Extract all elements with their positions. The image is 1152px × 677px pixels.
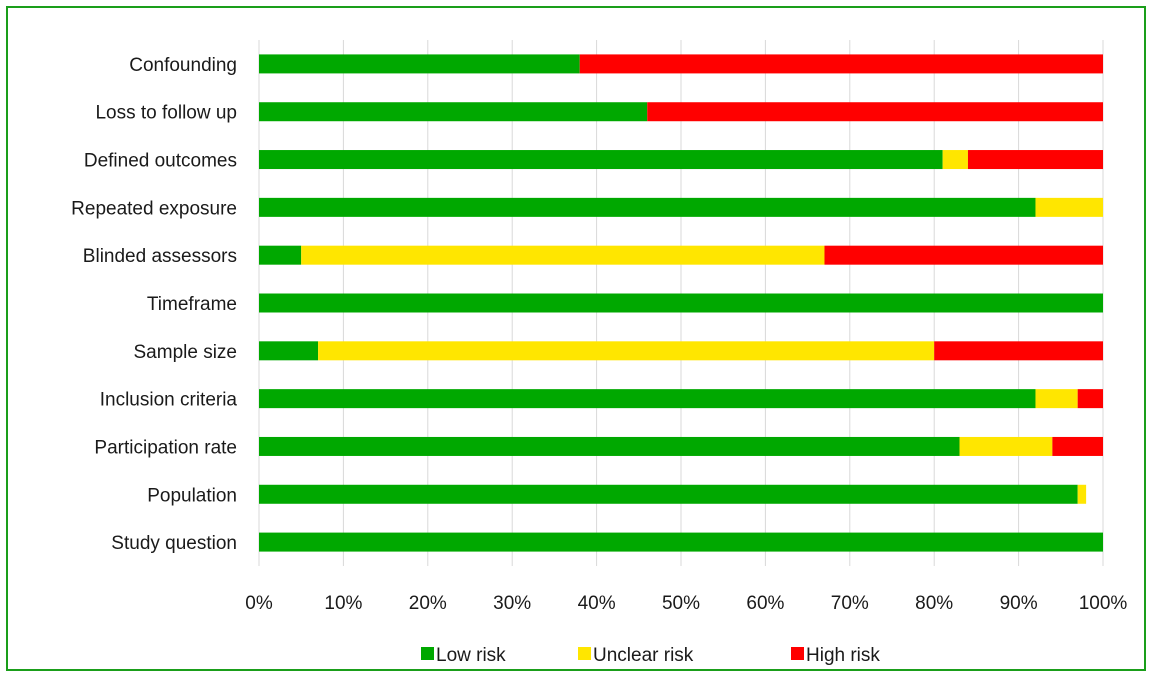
- bar-unclear-risk: [959, 436, 1053, 456]
- category-label: Repeated exposure: [71, 198, 237, 219]
- bar-low-risk: [259, 484, 1078, 504]
- x-tick-label: 90%: [1000, 593, 1038, 614]
- bar-low-risk: [259, 436, 960, 456]
- category-label: Inclusion criteria: [100, 390, 238, 411]
- category-label: Population: [147, 485, 237, 506]
- x-tick-label: 60%: [746, 593, 784, 614]
- x-tick-labels: 0% 10% 20% 30% 40% 50% 60% 70% 80% 90% 100%: [245, 593, 1127, 614]
- category-label: Loss to follow up: [95, 103, 237, 124]
- bar-high-risk: [1052, 436, 1103, 456]
- legend-swatch: [578, 647, 591, 660]
- x-tick-label: 50%: [662, 593, 700, 614]
- bar-high-risk: [824, 245, 1103, 265]
- category-label: Defined outcomes: [84, 151, 237, 172]
- bar-high-risk: [1077, 389, 1103, 409]
- bar-unclear-risk: [318, 341, 935, 361]
- bar-low-risk: [259, 532, 1103, 552]
- bar-low-risk: [259, 150, 943, 170]
- bar-unclear-risk: [942, 150, 968, 170]
- x-tick-label: 100%: [1079, 593, 1128, 614]
- x-tick-label: 70%: [831, 593, 869, 614]
- bar-low-risk: [259, 54, 580, 74]
- bars: [259, 54, 1103, 552]
- category-label: Confounding: [129, 55, 237, 76]
- x-tick-label: 0%: [245, 593, 273, 614]
- legend-swatch: [421, 647, 434, 660]
- bar-low-risk: [259, 293, 1103, 313]
- category-label: Sample size: [134, 342, 238, 363]
- x-tick-label: 10%: [324, 593, 362, 614]
- bar-low-risk: [259, 341, 319, 361]
- bar-high-risk: [967, 150, 1103, 170]
- category-label: Participation rate: [94, 437, 237, 458]
- category-label: Timeframe: [147, 294, 237, 315]
- bar-high-risk: [579, 54, 1103, 74]
- x-tick-label: 30%: [493, 593, 531, 614]
- x-tick-label: 20%: [409, 593, 447, 614]
- legend-label: Low risk: [436, 645, 506, 666]
- bar-low-risk: [259, 197, 1036, 217]
- bar-unclear-risk: [1077, 484, 1087, 504]
- bar-unclear-risk: [301, 245, 825, 265]
- bar-low-risk: [259, 102, 648, 122]
- legend-swatch: [791, 647, 804, 660]
- bar-high-risk: [934, 341, 1103, 361]
- bar-low-risk: [259, 389, 1036, 409]
- bar-high-risk: [647, 102, 1103, 122]
- legend: Low risk Unclear risk High risk: [421, 645, 880, 666]
- bar-unclear-risk: [1035, 197, 1103, 217]
- legend-label: Unclear risk: [593, 645, 694, 666]
- legend-label: High risk: [806, 645, 880, 666]
- x-tick-label: 80%: [915, 593, 953, 614]
- x-tick-label: 40%: [578, 593, 616, 614]
- bar-low-risk: [259, 245, 302, 265]
- category-label: Study question: [111, 533, 237, 554]
- bar-unclear-risk: [1035, 389, 1078, 409]
- category-label: Blinded assessors: [83, 246, 237, 267]
- category-labels: Confounding Loss to follow up Defined outc…: [71, 55, 237, 554]
